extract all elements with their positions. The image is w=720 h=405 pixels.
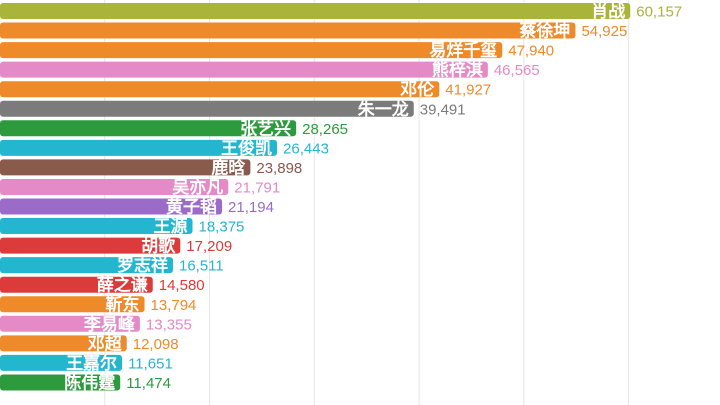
- bar-value-label: 39,491: [420, 101, 466, 118]
- bar-row: 靳东 13,794: [0, 294, 196, 315]
- bar: [0, 178, 229, 195]
- bar-row: 黄子韬 21,194: [0, 197, 274, 218]
- bar-row: 邓超 12,098: [0, 333, 179, 354]
- bar-row: 罗志祥 16,511: [0, 255, 224, 276]
- bar: [0, 100, 414, 117]
- bar-row: 张艺兴 28,265: [0, 118, 348, 139]
- bar: [0, 276, 153, 293]
- bar: [0, 3, 631, 19]
- bar-row: 薛之谦 14,580: [0, 275, 205, 296]
- bar-row: 李易峰 13,355: [0, 314, 192, 335]
- bar-name-label: 黄子韬: [166, 197, 217, 218]
- bar: [0, 22, 576, 39]
- bar-name-label: 熊梓淇: [432, 60, 483, 81]
- bar-row: 王嘉尔 11,651: [0, 353, 173, 374]
- bar-name-label: 蔡徐坤: [518, 21, 570, 42]
- bar-row: 王俊凯 26,443: [0, 138, 329, 159]
- bar: [0, 120, 297, 137]
- bar-name-label: 陈伟霆: [64, 372, 115, 393]
- bar-name-label: 王俊凯: [221, 138, 272, 159]
- bar-name-label: 胡歌: [141, 236, 176, 257]
- bar-value-label: 18,375: [199, 219, 245, 236]
- bar-name-label: 王嘉尔: [66, 353, 117, 374]
- bar-value-label: 11,651: [128, 355, 173, 372]
- bar: [0, 335, 127, 352]
- bar: [0, 257, 173, 274]
- bar-row: 陈伟霆 11,474: [0, 372, 171, 393]
- bar-row: 熊梓淇 46,565: [0, 60, 540, 81]
- bar-row: 肖战 60,157: [0, 1, 682, 22]
- bar-name-label: 邓伦: [400, 79, 435, 100]
- bar: [0, 237, 181, 254]
- bar-value-label: 17,209: [186, 238, 232, 255]
- bar-value-label: 14,580: [159, 277, 205, 294]
- bar-row: 邓伦 41,927: [0, 79, 491, 100]
- bar-value-label: 54,925: [581, 23, 627, 40]
- bar-name-label: 吴亦凡: [172, 177, 223, 198]
- bar: [0, 81, 440, 98]
- bar-value-label: 46,565: [494, 62, 540, 79]
- bar-row: 王源 18,375: [0, 216, 244, 237]
- bar: [0, 218, 193, 235]
- bar-value-label: 13,794: [151, 297, 197, 314]
- bar: [0, 354, 123, 371]
- bar-name-label: 罗志祥: [117, 255, 168, 276]
- bar-row: 胡歌 17,209: [0, 236, 232, 257]
- bar-value-label: 21,194: [228, 199, 274, 216]
- bar-value-label: 12,098: [133, 336, 179, 353]
- bar-row: 鹿晗 23,898: [0, 157, 302, 178]
- bar-name-label: 朱一龙: [358, 99, 409, 120]
- bar-value-label: 13,355: [146, 316, 192, 333]
- bar: [0, 61, 488, 78]
- bar: [0, 198, 223, 215]
- bar-name-label: 鹿晗: [211, 157, 245, 178]
- bar: [0, 159, 251, 176]
- bar: [0, 296, 145, 313]
- bar-row: 蔡徐坤 54,925: [0, 21, 627, 42]
- bar-name-label: 邓超: [88, 333, 123, 354]
- bars-group: 肖战 60,157 蔡徐坤 54,925 易烊千玺 47,940 熊梓淇 46,565 邓伦 41…: [0, 1, 682, 393]
- bar-value-label: 26,443: [283, 140, 329, 157]
- bar-value-label: 21,791: [234, 179, 280, 196]
- bar-row: 吴亦凡 21,791: [0, 177, 280, 198]
- bar-value-label: 11,474: [126, 375, 171, 392]
- bar: [0, 139, 278, 156]
- bar-name-label: 易烊千玺: [429, 40, 497, 61]
- bar: [0, 374, 121, 391]
- bar-value-label: 41,927: [445, 82, 491, 99]
- bar-name-label: 李易峰: [84, 314, 136, 335]
- bar-row: 易烊千玺 47,940: [0, 40, 554, 61]
- bar-value-label: 23,898: [256, 160, 302, 177]
- bar: [0, 42, 503, 59]
- bar: [0, 315, 140, 332]
- bar-name-label: 薛之谦: [97, 275, 148, 296]
- bar-name-label: 靳东: [106, 294, 140, 315]
- bar-value-label: 28,265: [302, 121, 348, 138]
- bar-value-label: 47,940: [508, 43, 554, 60]
- bar-row: 朱一龙 39,491: [0, 99, 466, 120]
- bar-name-label: 张艺兴: [240, 118, 291, 139]
- bar-value-label: 16,511: [179, 258, 224, 275]
- bar-name-label: 王源: [154, 216, 188, 237]
- bar-name-label: 肖战: [591, 1, 625, 22]
- bar-value-label: 60,157: [636, 4, 682, 21]
